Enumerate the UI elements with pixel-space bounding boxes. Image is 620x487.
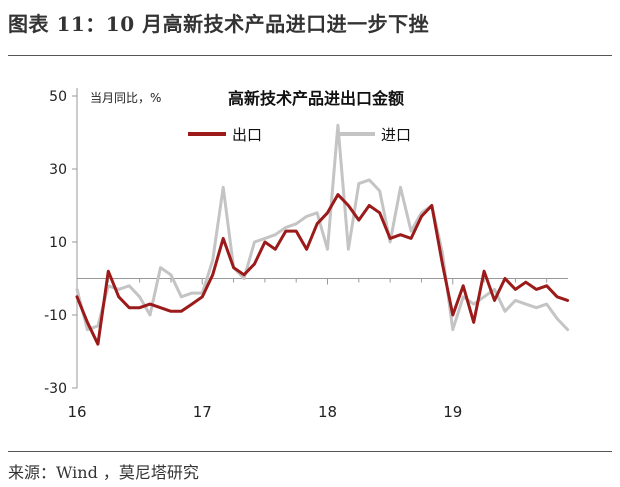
y-axis-label: 当月同比，% xyxy=(90,91,161,105)
top-rule xyxy=(8,55,612,56)
y-tick-label: 30 xyxy=(49,162,67,178)
chart-title: 高新技术产品进出口金额 xyxy=(228,89,404,108)
line-chart: -30 -10 10 30 50 16 17 18 19 高新技术产品进出口金额 当月同比，%… xyxy=(44,88,570,421)
x-tick-label: 19 xyxy=(443,403,462,421)
y-tick-label: 50 xyxy=(49,89,67,105)
series-line-import xyxy=(75,123,570,332)
x-tick-label: 16 xyxy=(67,403,86,421)
source-note: 来源：Wind ，莫尼塔研究 xyxy=(8,463,199,482)
figure-title: 图表 11：10 月高新技术产品进口进一步下挫 xyxy=(8,12,430,36)
bottom-rule xyxy=(8,451,612,452)
y-axis: -30 -10 10 30 50 xyxy=(44,88,78,397)
x-tick-label: 18 xyxy=(318,403,337,421)
series-layer xyxy=(75,123,570,346)
y-tick-label: 10 xyxy=(49,235,67,251)
legend: 出口 进口 xyxy=(188,126,411,144)
y-tick-label: -30 xyxy=(44,381,67,397)
y-tick-label: -10 xyxy=(44,308,67,324)
legend-label: 出口 xyxy=(232,126,262,144)
legend-label: 进口 xyxy=(381,126,411,144)
x-tick-label: 17 xyxy=(193,403,212,421)
series-line-export xyxy=(75,193,570,346)
